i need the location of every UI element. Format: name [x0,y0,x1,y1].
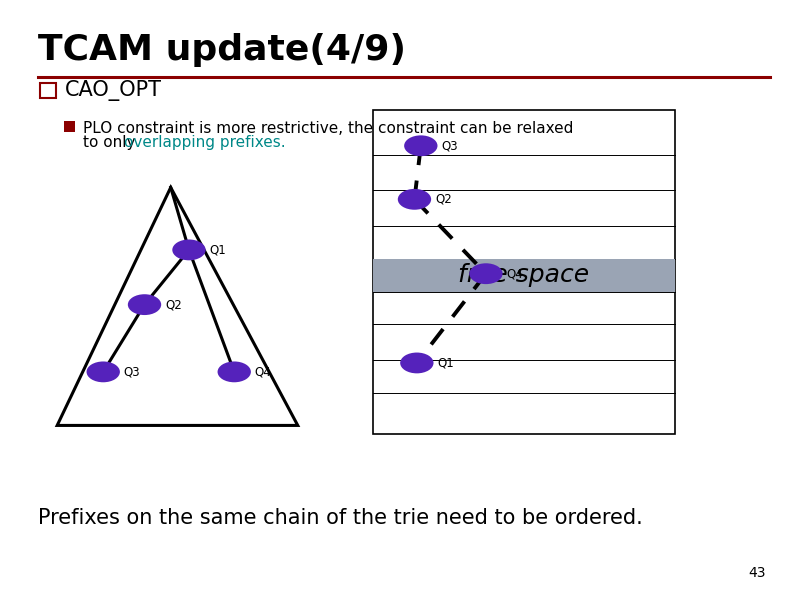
Ellipse shape [398,189,431,210]
Ellipse shape [128,294,161,315]
Ellipse shape [469,263,503,284]
Ellipse shape [87,361,120,382]
Text: Q4: Q4 [507,267,523,280]
Text: TCAM update(4/9): TCAM update(4/9) [38,33,406,67]
Text: PLO constraint is more restrictive, the constraint can be relaxed: PLO constraint is more restrictive, the … [83,121,573,136]
FancyBboxPatch shape [40,83,56,98]
Text: Q4: Q4 [255,365,272,378]
Text: Q2: Q2 [435,193,452,206]
Text: 43: 43 [749,566,766,580]
Ellipse shape [172,239,206,261]
Text: overlapping prefixes.: overlapping prefixes. [124,135,286,150]
Text: Q1: Q1 [210,243,226,256]
Text: Q2: Q2 [165,298,182,311]
Text: CAO_OPT: CAO_OPT [65,80,162,101]
Bar [373,259,675,292]
FancyBboxPatch shape [64,121,75,132]
Ellipse shape [400,352,434,374]
Text: Q3: Q3 [124,365,141,378]
Text: Prefixes on the same chain of the trie need to be ordered.: Prefixes on the same chain of the trie n… [38,508,643,528]
Text: to only: to only [83,135,140,150]
Text: Q3: Q3 [441,139,458,152]
Text: Q1: Q1 [437,356,454,369]
Bar [373,110,675,434]
Ellipse shape [218,361,251,382]
Ellipse shape [404,135,437,156]
Text: free space: free space [458,263,590,287]
